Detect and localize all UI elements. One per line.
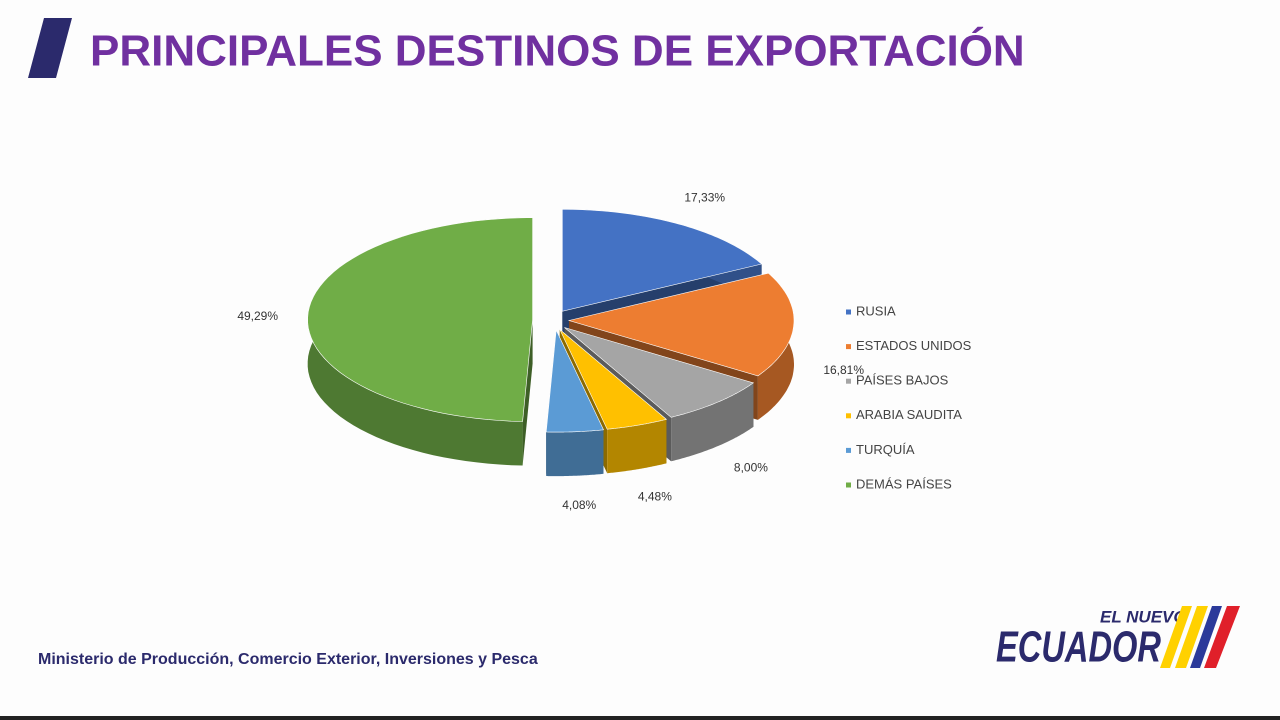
- slice-side: [607, 419, 667, 474]
- pie-slice: [559, 329, 668, 430]
- data-label: 4,48%: [638, 490, 672, 504]
- logo-line2: ECUADOR: [996, 623, 1161, 672]
- pie-slice: [564, 327, 755, 418]
- legend-swatch: [846, 482, 851, 488]
- title-accent: [28, 18, 72, 78]
- data-label: 16,81%: [823, 363, 864, 377]
- legend-swatch: [846, 309, 851, 315]
- slice-side: [671, 382, 754, 462]
- legend-label: DEMÁS PAÍSES: [856, 476, 952, 491]
- data-label: 4,08%: [562, 498, 596, 512]
- data-label: 8,00%: [734, 461, 768, 475]
- legend-swatch: [846, 378, 851, 384]
- logo-stripe: [1175, 606, 1208, 668]
- pie-slice: [562, 209, 763, 312]
- legend-label: ESTADOS UNIDOS: [856, 338, 972, 353]
- legend-label: RUSIA: [856, 303, 896, 318]
- data-label: 17,33%: [684, 191, 725, 205]
- logo-line1: EL NUEVO: [1100, 607, 1187, 626]
- footer-text: Ministerio de Producción, Comercio Exter…: [38, 651, 538, 668]
- legend-label: ARABIA SAUDITA: [856, 407, 962, 422]
- legend-swatch: [846, 447, 851, 453]
- pie-slice: [545, 328, 604, 433]
- pie-chart: 17,33% 16,81% 8,00% 4,48% 4,08% 49,29% RUSIA ES…: [237, 191, 971, 512]
- logo-stripe: [1204, 606, 1240, 668]
- legend-swatch: [846, 413, 851, 419]
- slice-side: [522, 319, 533, 466]
- pie-slice: [567, 272, 795, 377]
- legend-label: TURQUÍA: [856, 442, 915, 457]
- logo: EL NUEVO ECUADOR: [996, 606, 1240, 672]
- legend-swatch: [846, 344, 851, 350]
- data-label: 49,29%: [237, 309, 278, 323]
- chart-title: PRINCIPALES DESTINOS DE EXPORTACIÓN: [90, 26, 1025, 76]
- legend-label: PAÍSES BAJOS: [856, 373, 949, 388]
- logo-stripe: [1160, 606, 1192, 668]
- pie-slice: [307, 217, 533, 422]
- slice-side: [546, 429, 604, 477]
- logo-stripe: [1190, 606, 1222, 668]
